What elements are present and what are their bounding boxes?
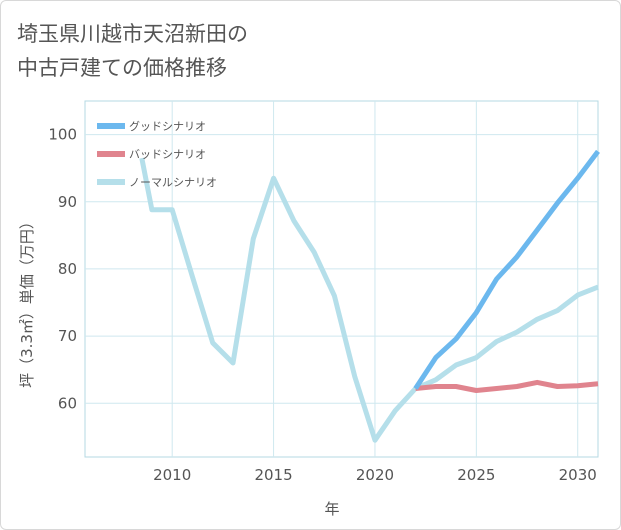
series-line-2 bbox=[139, 157, 599, 443]
series-line-1 bbox=[415, 379, 599, 393]
axis-ticks: 60 70 80 90 100 2010 2015 2020 2025 2030 bbox=[48, 126, 596, 484]
x-tick-label: 2010 bbox=[153, 466, 191, 484]
chart-title: 埼玉県川越市天沼新田の 中古戸建ての価格推移 bbox=[17, 22, 248, 80]
y-tick-label: 90 bbox=[58, 193, 77, 211]
legend-label: ノーマルシナリオ bbox=[129, 176, 217, 189]
x-tick-label: 2020 bbox=[356, 466, 394, 484]
series-lines bbox=[139, 149, 600, 443]
y-tick-label: 100 bbox=[48, 126, 77, 144]
plot-area bbox=[84, 100, 599, 458]
x-tick-label: 2025 bbox=[457, 466, 495, 484]
x-tick-label: 2015 bbox=[254, 466, 292, 484]
x-axis-label: 年 bbox=[324, 500, 339, 518]
y-axis-label: 坪（3.3㎡）単価（万円） bbox=[18, 214, 36, 388]
y-tick-label: 70 bbox=[58, 327, 77, 345]
series-line-0 bbox=[413, 149, 600, 390]
legend-label: バッドシナリオ bbox=[129, 148, 206, 161]
x-tick-label: 2030 bbox=[559, 466, 597, 484]
y-tick-label: 60 bbox=[58, 394, 77, 412]
y-tick-label: 80 bbox=[58, 260, 77, 278]
legend-label: グッドシナリオ bbox=[129, 119, 206, 133]
